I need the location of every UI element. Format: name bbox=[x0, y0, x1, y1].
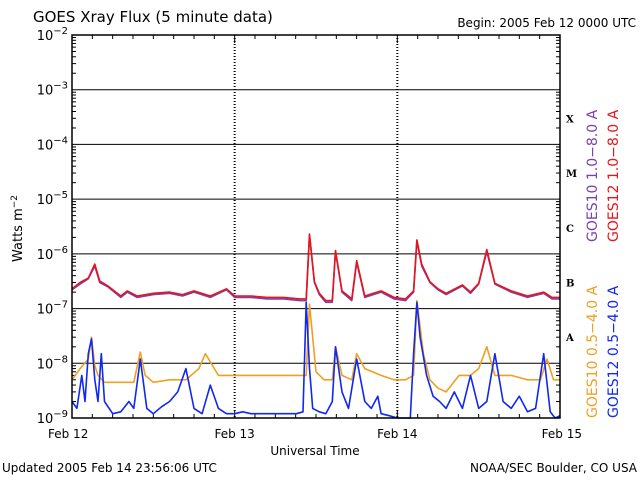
grid-layer bbox=[71, 34, 561, 419]
flare-class-labels: X M C B A bbox=[565, 114, 577, 344]
y-tick-base: 10 bbox=[37, 138, 54, 153]
x-tick-label: Feb 12 bbox=[48, 427, 88, 441]
y-tick-base: 10 bbox=[37, 84, 54, 99]
y-tick-base: 10 bbox=[37, 357, 54, 372]
y-axis-label-exp: −2 bbox=[10, 195, 20, 208]
y-tick-base: 10 bbox=[37, 29, 54, 44]
y-tick-label: 10−3 bbox=[37, 81, 68, 99]
legend-item: GOES12 0.5−4.0 A bbox=[606, 285, 622, 418]
chart-title: GOES Xray Flux (5 minute data) bbox=[33, 8, 273, 26]
y-tick-label: 10−5 bbox=[37, 190, 68, 208]
y-tick-label: 10−7 bbox=[37, 300, 68, 318]
y-tick-label: 10−2 bbox=[37, 26, 68, 44]
y-tick-exp: −3 bbox=[53, 81, 68, 92]
footer-updated: Updated 2005 Feb 14 23:56:06 UTC bbox=[2, 461, 217, 475]
series-line-0 bbox=[71, 234, 560, 304]
y-tick-label: 10−9 bbox=[37, 409, 68, 427]
y-tick-label: 10−8 bbox=[37, 354, 68, 372]
x-tick-labels: Feb 12 Feb 13 Feb 14 Feb 15 bbox=[48, 427, 582, 441]
y-tick-exp: −5 bbox=[53, 190, 68, 201]
x-tick-label: Feb 15 bbox=[542, 427, 582, 441]
x-axis-label: Universal Time bbox=[270, 444, 359, 458]
series-layer bbox=[71, 233, 561, 419]
flare-class-B: B bbox=[566, 278, 574, 289]
y-tick-base: 10 bbox=[37, 303, 54, 318]
y-tick-exp: −8 bbox=[53, 354, 68, 365]
flare-class-X: X bbox=[566, 114, 574, 125]
series-line-1 bbox=[71, 233, 560, 302]
x-tick-label: Feb 14 bbox=[377, 427, 417, 441]
y-axis-label-main: Watts m bbox=[11, 208, 26, 262]
flare-class-M: M bbox=[566, 169, 577, 180]
plot-frame bbox=[71, 34, 561, 419]
y-tick-exp: −9 bbox=[53, 409, 68, 420]
flare-class-C: C bbox=[566, 224, 574, 235]
y-tick-label: 10−4 bbox=[37, 135, 68, 153]
y-tick-exp: −4 bbox=[53, 135, 68, 146]
legend-item: GOES10 1.0−8.0 A bbox=[585, 109, 601, 242]
y-tick-label: 10−6 bbox=[37, 245, 68, 263]
y-axis-label: Watts m−2 bbox=[10, 195, 26, 262]
y-tick-labels: 10−210−310−410−510−610−710−810−9 bbox=[37, 26, 68, 427]
footer-agency: NOAA/SEC Boulder, CO USA bbox=[470, 461, 638, 475]
series-line-3 bbox=[71, 301, 561, 419]
series-line-2 bbox=[71, 299, 560, 393]
y-tick-exp: −2 bbox=[53, 26, 68, 37]
legend: GOES10 1.0−8.0 A GOES12 1.0−8.0 A GOES10 0… bbox=[585, 109, 622, 418]
flare-class-A: A bbox=[565, 333, 574, 344]
y-tick-base: 10 bbox=[37, 193, 54, 208]
legend-item: GOES12 1.0−8.0 A bbox=[606, 109, 622, 242]
legend-item: GOES10 0.5−4.0 A bbox=[585, 285, 601, 418]
y-tick-exp: −7 bbox=[53, 300, 68, 311]
begin-label: Begin: 2005 Feb 12 0000 UTC bbox=[457, 16, 636, 30]
y-tick-base: 10 bbox=[37, 248, 54, 263]
y-tick-base: 10 bbox=[37, 412, 54, 427]
y-tick-exp: −6 bbox=[53, 245, 68, 256]
x-tick-label: Feb 13 bbox=[214, 427, 254, 441]
plot-border bbox=[71, 34, 561, 419]
